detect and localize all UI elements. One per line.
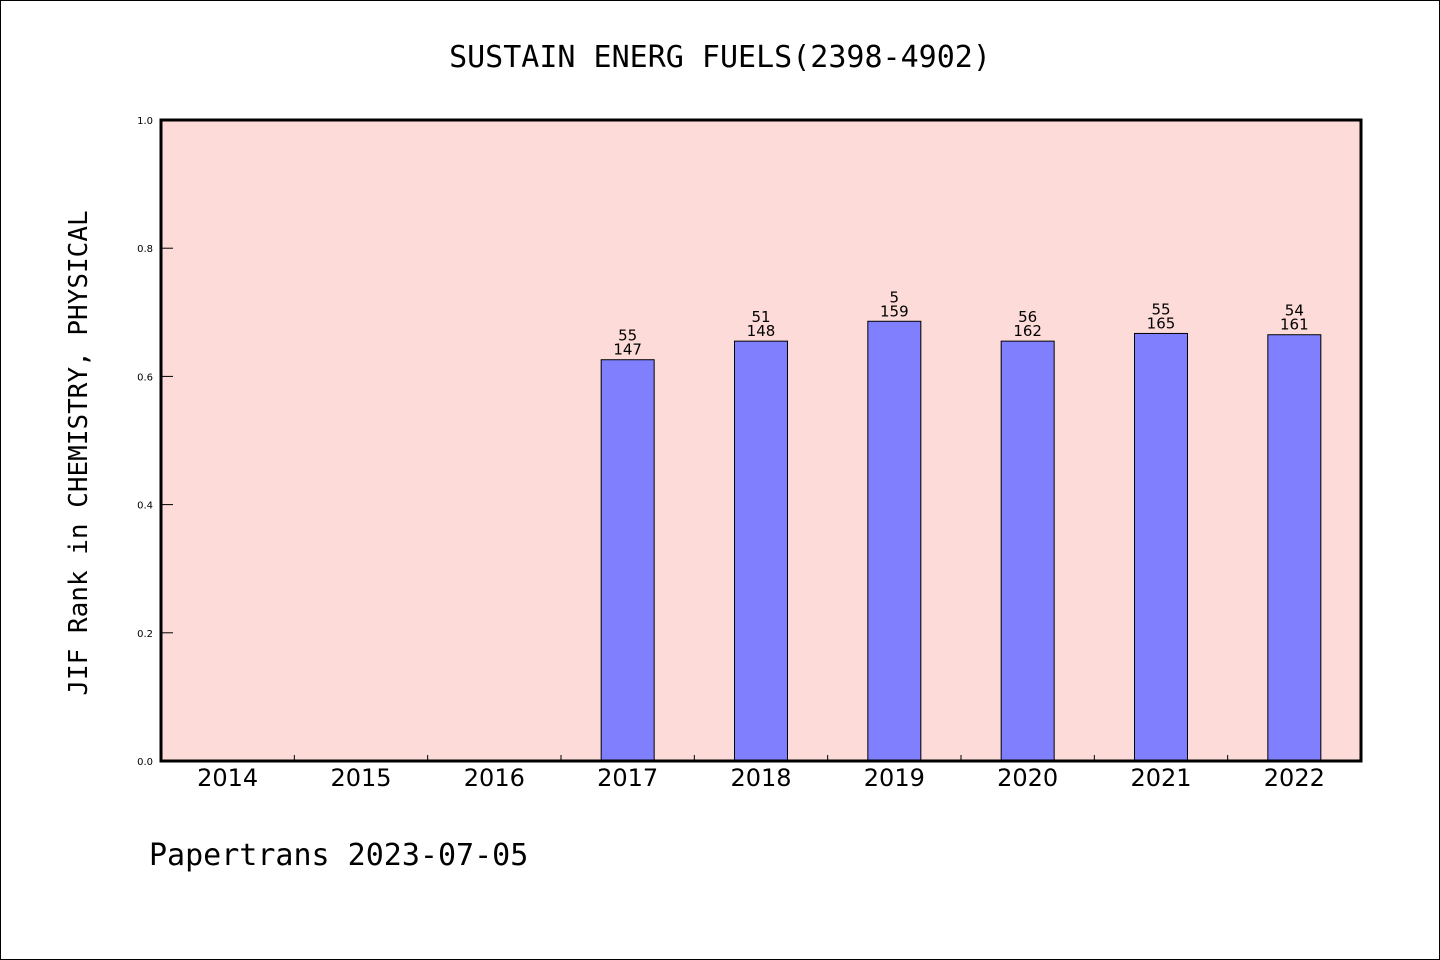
x-tick-label-2015: 2015 (330, 764, 391, 792)
bar-2017 (600, 359, 655, 762)
x-tick-label-2021: 2021 (1130, 764, 1191, 792)
bar-2022 (1267, 334, 1322, 762)
x-tick-label-2016: 2016 (464, 764, 525, 792)
y-tick-label-0.2: 0.2 (137, 629, 153, 640)
bar-2021 (1134, 332, 1188, 762)
x-tick-label-2014: 2014 (197, 764, 258, 792)
plot-border (159, 118, 1363, 763)
y-tick-label-0.4: 0.4 (137, 501, 153, 512)
bar-total-label-2017: 147 (613, 341, 642, 359)
x-tick-label-2020: 2020 (997, 764, 1058, 792)
y-tick-label-0.0: 0.0 (137, 757, 153, 768)
footer-credit: Papertrans 2023-07-05 (149, 838, 528, 873)
bar-total-label-2018: 148 (747, 322, 776, 340)
bar-rank-label-2022: 54 (1285, 302, 1304, 320)
y-tick-label-1.0: 1.0 (137, 116, 153, 127)
bar-total-label-2019: 159 (880, 302, 909, 320)
x-axis: 2014 2015 2016 2017 2018 2019 2020 2021 2022 (197, 755, 1325, 792)
x-tick-label-2017: 2017 (597, 764, 658, 792)
chart-title: SUSTAIN ENERG FUELS(2398-4902) (449, 40, 991, 75)
bar-2020 (1000, 340, 1055, 762)
bar-2018 (734, 340, 788, 762)
bar-total-label-2021: 165 (1147, 314, 1176, 332)
x-tick-label-2018: 2018 (730, 764, 791, 792)
x-tick-label-2022: 2022 (1264, 764, 1325, 792)
bar-total-label-2020: 162 (1013, 322, 1042, 340)
bar-rank-label-2020: 56 (1018, 308, 1037, 326)
y-tick-label-0.8: 0.8 (137, 244, 153, 255)
bar-rank-label-2021: 55 (1151, 300, 1170, 318)
bar-total-label-2022: 161 (1280, 316, 1309, 334)
bar-rank-label-2018: 51 (751, 308, 770, 326)
y-tick-label-0.6: 0.6 (137, 372, 153, 383)
y-axis-label: JIF Rank in CHEMISTRY, PHYSICAL (64, 210, 94, 695)
x-tick-label-2019: 2019 (864, 764, 925, 792)
bar-rank-label-2019: 5 (890, 288, 900, 306)
bar-rank-label-2017: 55 (618, 327, 637, 345)
bar-2019 (867, 320, 922, 762)
y-axis: 0.0 0.2 0.4 0.6 0.8 1.0 (137, 116, 173, 768)
